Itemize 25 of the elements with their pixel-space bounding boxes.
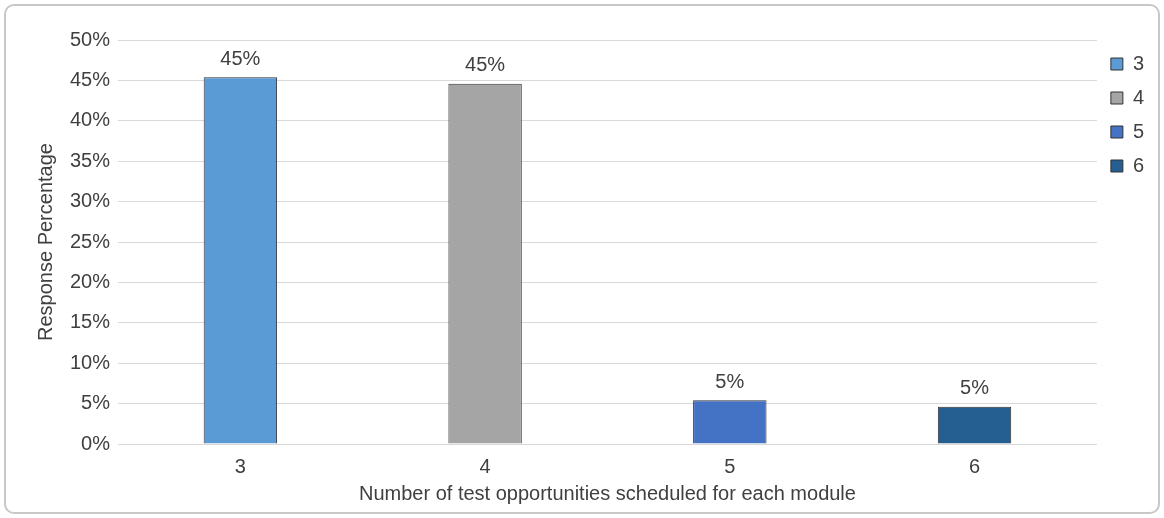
x-tick-label: 3 — [234, 454, 246, 477]
y-tick-label: 40% — [70, 108, 111, 131]
data-label: 45% — [465, 53, 506, 76]
y-tick-label: 10% — [70, 350, 111, 373]
data-label: 45% — [220, 46, 261, 69]
x-tick-label: 6 — [968, 454, 981, 477]
y-tick-label: 5% — [81, 391, 111, 414]
legend-label: 5 — [1132, 119, 1144, 142]
y-tick-label: 50% — [70, 27, 111, 50]
y-tick-label: 15% — [70, 310, 111, 333]
legend-label: 3 — [1132, 51, 1144, 74]
y-tick-label: 30% — [70, 189, 111, 212]
y-axis-title: Response Percentage — [33, 143, 56, 341]
x-tick-label: 4 — [479, 454, 491, 477]
y-tick-label: 20% — [70, 269, 111, 292]
legend-label: 6 — [1132, 153, 1144, 176]
legend-label: 4 — [1132, 85, 1144, 108]
y-tick-label: 0% — [81, 431, 111, 454]
y-tick-label: 45% — [70, 67, 111, 90]
data-label: 5% — [715, 369, 745, 392]
x-tick-label: 5 — [724, 454, 736, 477]
x-axis-title: Number of test opportunities scheduled for each module — [358, 481, 856, 504]
y-tick-label: 25% — [70, 229, 111, 252]
data-label: 5% — [960, 376, 990, 399]
y-tick-label: 35% — [70, 148, 111, 171]
